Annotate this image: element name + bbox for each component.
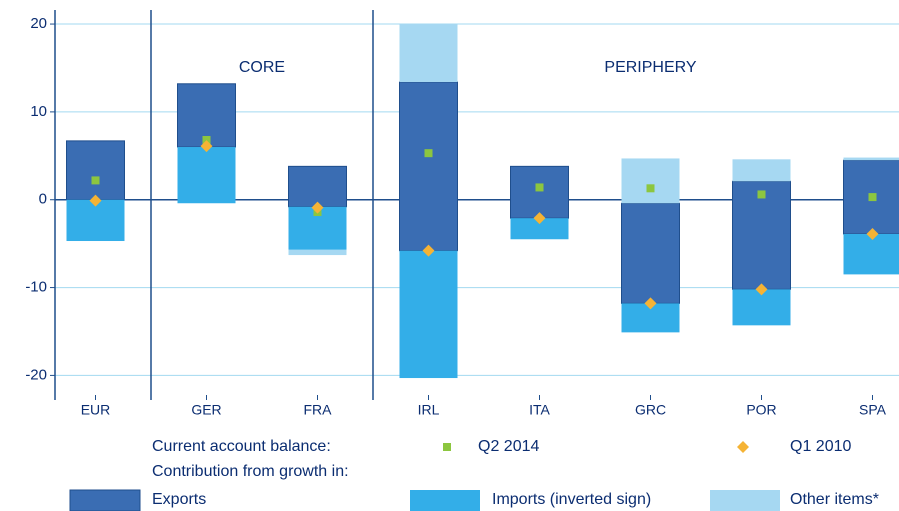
point-marker [424,149,433,158]
point-marker [866,227,879,240]
bar-segment [399,250,458,379]
bar-segment [843,157,899,161]
legend-swatch [410,490,480,511]
bar-segment [399,24,458,83]
bar-segment [732,159,791,182]
x-tick-label: POR [746,402,776,418]
point-marker [533,212,546,225]
legend-marker [737,441,749,453]
bar-segment [843,233,899,275]
bar-segment [66,140,125,201]
y-tick-label: -10 [25,279,47,296]
point-marker [868,193,877,202]
point-marker [89,194,102,207]
x-tick-label: EUR [81,402,111,418]
bar-segment [399,81,458,252]
bar-segment [621,202,680,304]
x-tick-label: GRC [635,402,666,418]
point-marker [644,297,657,310]
bar-segment [510,218,569,240]
x-tick-label: SPA [859,402,887,418]
legend-title: Current account balance: [152,438,331,455]
y-tick-label: 0 [39,191,47,208]
point-marker [200,140,213,153]
legend-label: Imports (inverted sign) [492,491,651,508]
bar-segment [288,249,347,256]
bar-segment [288,165,347,208]
group-label: PERIPHERY [604,59,697,76]
point-marker [757,190,766,199]
point-marker [422,244,435,257]
y-tick-label: 10 [30,103,47,120]
x-tick-label: GER [191,402,221,418]
point-marker [646,184,655,193]
annotations: -20 -10 0 10 20 EUR GER FRA IRL ITA GRC POR SPA CORE P… [25,10,887,418]
legend-marker [443,443,451,451]
y-tick-label: -20 [25,366,47,383]
legend-title: Contribution from growth in: [152,463,349,480]
point-marker [91,176,100,185]
x-tick-label: IRL [418,402,440,418]
legend-label: Exports [152,491,206,508]
point-marker [535,183,544,192]
group-label: CORE [239,59,285,76]
plot-area [55,23,899,379]
legend-swatch [710,490,780,511]
bar-segment [621,158,680,204]
point-marker [202,136,211,144]
legend-swatch [69,489,141,511]
x-tick-label: ITA [529,402,550,418]
bar-segment [732,289,791,326]
legend-label: Q2 2014 [478,438,539,455]
bar-segment [66,199,125,242]
y-tick-label: 20 [30,15,47,32]
legend-label: Other items* [790,491,879,508]
x-tick-label: FRA [304,402,333,418]
point-marker [311,201,324,214]
bar-segment [510,165,569,219]
bar-segment [177,147,236,204]
legend-label: Q1 2010 [790,438,851,455]
point-marker [755,283,768,296]
